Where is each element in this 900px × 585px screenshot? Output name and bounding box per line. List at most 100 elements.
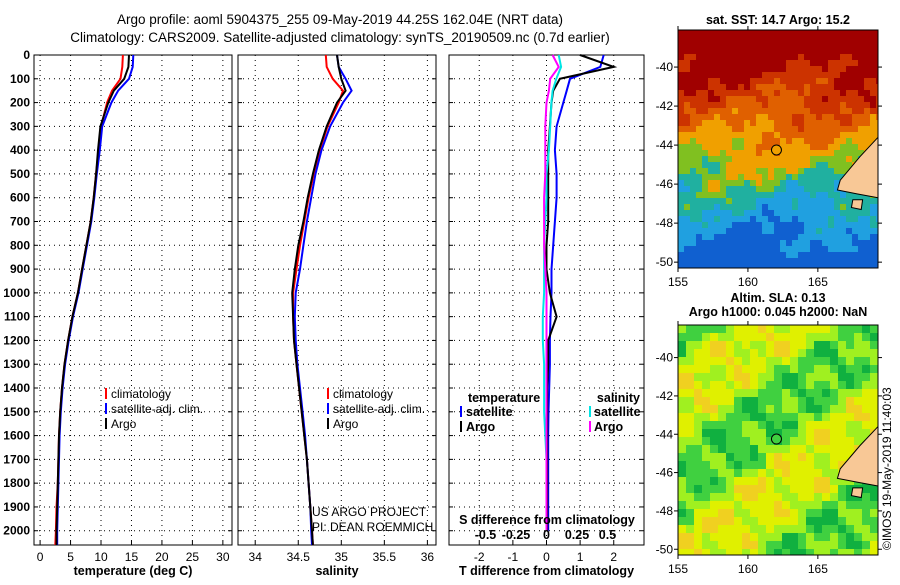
map-cell: [790, 477, 798, 485]
map-cell: [870, 517, 878, 525]
map-cell: [822, 216, 828, 222]
map-cell: [710, 421, 718, 429]
map-cell: [678, 477, 686, 485]
map-cell: [840, 120, 846, 126]
map-cell: [798, 180, 804, 186]
map-cell: [742, 517, 750, 525]
map-cell: [702, 144, 708, 150]
map-cell: [702, 156, 708, 162]
map-cell: [798, 373, 806, 381]
map-cell: [710, 397, 718, 405]
map-cell: [710, 341, 718, 349]
map-cell: [786, 108, 792, 114]
map-cell: [768, 222, 774, 228]
map-cell: [694, 357, 702, 365]
map-cell: [830, 461, 838, 469]
map-cell: [806, 381, 814, 389]
map-cell: [726, 108, 732, 114]
map-cell: [782, 421, 790, 429]
map-cell: [822, 413, 830, 421]
map-cell: [710, 381, 718, 389]
map-cell: [838, 485, 846, 493]
map-cell: [846, 162, 852, 168]
map-cell: [798, 108, 804, 114]
map-cell: [686, 501, 694, 509]
map-cell: [870, 114, 876, 120]
map-cell: [726, 421, 734, 429]
map-cell: [762, 36, 768, 42]
map-cell: [870, 389, 878, 397]
map-cell: [684, 144, 690, 150]
map-cell: [870, 228, 876, 234]
map-cell: [726, 30, 732, 36]
map-cell: [828, 132, 834, 138]
map-cell: [756, 132, 762, 138]
map-cell: [708, 210, 714, 216]
map-cell: [852, 144, 858, 150]
map-cell: [858, 108, 864, 114]
map-cell: [758, 509, 766, 517]
map-cell: [790, 469, 798, 477]
map-cell: [810, 144, 816, 150]
map-cell: [696, 84, 702, 90]
map-cell: [678, 413, 686, 421]
map-cell: [744, 126, 750, 132]
map-cell: [732, 186, 738, 192]
map-cell: [864, 30, 870, 36]
map-cell: [816, 60, 822, 66]
map-cell: [718, 405, 726, 413]
map-cell: [708, 258, 714, 264]
map-cell: [804, 108, 810, 114]
map-cell: [734, 549, 742, 555]
map-cell: [774, 325, 782, 333]
map-cell: [792, 234, 798, 240]
map-cell: [702, 264, 708, 268]
map-cell: [786, 162, 792, 168]
map-cell: [708, 168, 714, 174]
map-cell: [790, 549, 798, 555]
map-cell: [782, 541, 790, 549]
x-tick-label: 10: [94, 550, 108, 564]
map-cell: [720, 174, 726, 180]
map-cell: [854, 501, 862, 509]
map-cell: [732, 144, 738, 150]
map-cell: [766, 341, 774, 349]
map-cell: [840, 108, 846, 114]
map-cell: [790, 365, 798, 373]
map-cell: [726, 162, 732, 168]
map-cell: [720, 210, 726, 216]
map-cell: [806, 373, 814, 381]
legend-entry: satellite: [594, 405, 641, 419]
map-cell: [786, 204, 792, 210]
map-cell: [684, 66, 690, 72]
map-cell: [870, 138, 876, 144]
map-cell: [702, 252, 708, 258]
map-cell: [854, 381, 862, 389]
map-cell: [828, 252, 834, 258]
map-cell: [696, 228, 702, 234]
map-cell: [702, 186, 708, 192]
map-cell: [852, 222, 858, 228]
map-cell: [774, 264, 780, 268]
map-cell: [838, 493, 846, 501]
map-cell: [718, 477, 726, 485]
map-cell: [678, 341, 686, 349]
map-cell: [702, 216, 708, 222]
map-cell: [758, 325, 766, 333]
map-cell: [738, 150, 744, 156]
map-cell: [726, 60, 732, 66]
map-cell: [714, 108, 720, 114]
map-cell: [766, 389, 774, 397]
map-cell: [870, 234, 876, 240]
map-cell: [816, 72, 822, 78]
map-cell: [780, 114, 786, 120]
map-cell: [702, 517, 710, 525]
map-cell: [786, 114, 792, 120]
map-cell: [834, 186, 840, 192]
map-cell: [810, 162, 816, 168]
map-cell: [726, 469, 734, 477]
map-cell: [750, 493, 758, 501]
map-cell: [854, 405, 862, 413]
map-cell: [696, 240, 702, 246]
map-cell: [684, 150, 690, 156]
